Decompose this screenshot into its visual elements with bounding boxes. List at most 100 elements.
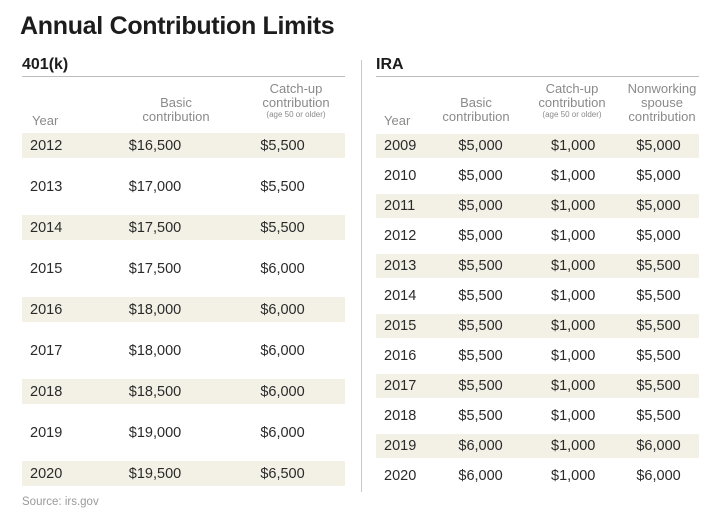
table-row: 2015 $5,500 $1,000 $5,500 (376, 314, 699, 338)
cell-catchup: $5,500 (260, 219, 305, 236)
cell-basic: $6,000 (458, 438, 503, 454)
header-catchup-line2: contribution (262, 95, 330, 110)
cell-catchup: $6,000 (260, 383, 305, 400)
table-row: 2014 $17,500 $5,500 (22, 215, 345, 240)
cell-year: 2018 (384, 408, 417, 424)
cell-catchup: $6,000 (260, 424, 305, 441)
header-basic-401k: Basic contribution (126, 96, 226, 124)
section-rule-ira (376, 76, 699, 77)
cell-catchup: $5,500 (260, 178, 305, 195)
cell-year: 2013 (30, 178, 63, 195)
cell-spouse: $5,000 (636, 228, 681, 244)
cell-year: 2020 (384, 468, 417, 484)
header-year-label: Year (32, 113, 59, 128)
cell-basic: $5,000 (458, 168, 503, 184)
cell-year: 2011 (384, 198, 416, 214)
section-label-401k: 401(k) (22, 56, 69, 73)
section-label-ira: IRA (376, 56, 404, 73)
table-row: 2009 $5,000 $1,000 $5,000 (376, 134, 699, 158)
cell-catchup: $1,000 (551, 168, 596, 184)
cell-year: 2019 (384, 438, 417, 454)
table-row: 2017 $18,000 $6,000 (22, 338, 345, 363)
section-rule-401k (22, 76, 345, 77)
cell-year: 2014 (30, 219, 63, 236)
table-row: 2013 $17,000 $5,500 (22, 174, 345, 199)
table-row: 2010 $5,000 $1,000 $5,000 (376, 164, 699, 188)
cell-basic: $5,500 (458, 288, 503, 304)
cell-spouse: $5,000 (636, 138, 681, 154)
cell-spouse: $6,000 (636, 438, 681, 454)
cell-catchup: $1,000 (551, 198, 596, 214)
cell-year: 2020 (30, 465, 63, 482)
table-row: 2018 $5,500 $1,000 $5,500 (376, 404, 699, 428)
cell-year: 2016 (384, 348, 417, 364)
cell-spouse: $5,500 (636, 318, 681, 334)
column-divider (361, 60, 362, 492)
header-basic-line1: Basic (460, 95, 492, 110)
header-catchup-line1: Catch-up (545, 81, 599, 96)
header-spouse-line2: spouse (641, 95, 683, 110)
header-year-401k: Year (22, 114, 82, 128)
cell-spouse: $5,500 (636, 378, 681, 394)
cell-basic: $18,000 (128, 342, 182, 359)
table-row: 2012 $5,000 $1,000 $5,000 (376, 224, 699, 248)
cell-year: 2015 (384, 318, 417, 334)
cell-basic: $18,500 (128, 383, 182, 400)
cell-catchup: $6,000 (260, 342, 305, 359)
cell-catchup: $1,000 (551, 438, 596, 454)
cell-spouse: $6,000 (636, 468, 681, 484)
cell-basic: $16,500 (128, 137, 182, 154)
header-basic-line2: contribution (442, 109, 510, 124)
header-catchup-line3: (age 50 or older) (542, 110, 602, 119)
cell-basic: $5,500 (458, 408, 503, 424)
table-row: 2011 $5,000 $1,000 $5,000 (376, 194, 699, 218)
cell-year: 2013 (384, 258, 417, 274)
cell-spouse: $5,500 (636, 288, 681, 304)
header-catchup-ira: Catch-up contribution (age 50 or older) (526, 82, 618, 120)
cell-year: 2014 (384, 288, 417, 304)
cell-spouse: $5,000 (636, 168, 681, 184)
cell-basic: $19,000 (128, 424, 182, 441)
cell-basic: $6,000 (458, 468, 503, 484)
header-basic-line2: contribution (142, 109, 210, 124)
cell-spouse: $5,500 (636, 348, 681, 364)
header-basic-line1: Basic (160, 95, 192, 110)
cell-year: 2018 (30, 383, 63, 400)
cell-year: 2009 (384, 138, 417, 154)
cell-spouse: $5,500 (636, 408, 681, 424)
cell-year: 2016 (30, 301, 63, 318)
header-year-label: Year (384, 113, 411, 128)
cell-catchup: $1,000 (551, 408, 596, 424)
cell-year: 2012 (30, 137, 63, 154)
cell-basic: $5,000 (458, 198, 503, 214)
page-title: Annual Contribution Limits (20, 12, 335, 40)
cell-basic: $5,000 (458, 138, 503, 154)
cell-spouse: $5,000 (636, 198, 681, 214)
header-catchup-line1: Catch-up (269, 81, 323, 96)
cell-basic: $5,500 (458, 258, 503, 274)
table-row: 2014 $5,500 $1,000 $5,500 (376, 284, 699, 308)
cell-basic: $17,500 (128, 260, 182, 277)
cell-catchup: $1,000 (551, 288, 596, 304)
cell-basic: $5,500 (458, 378, 503, 394)
cell-catchup: $1,000 (551, 468, 596, 484)
source-note: Source: irs.gov (22, 496, 99, 508)
table-row: 2015 $17,500 $6,000 (22, 256, 345, 281)
cell-catchup: $1,000 (551, 258, 596, 274)
table-row: 2012 $16,500 $5,500 (22, 133, 345, 158)
table-row: 2013 $5,500 $1,000 $5,500 (376, 254, 699, 278)
header-catchup-line2: contribution (538, 95, 606, 110)
header-catchup-401k: Catch-up contribution (age 50 or older) (246, 82, 346, 120)
cell-catchup: $5,500 (260, 137, 305, 154)
table-row: 2018 $18,500 $6,000 (22, 379, 345, 404)
cell-year: 2017 (384, 378, 417, 394)
table-row: 2019 $19,000 $6,000 (22, 420, 345, 445)
header-year-ira: Year (376, 114, 434, 128)
cell-year: 2015 (30, 260, 63, 277)
table-row: 2016 $18,000 $6,000 (22, 297, 345, 322)
cell-catchup: $1,000 (551, 228, 596, 244)
cell-basic: $17,500 (128, 219, 182, 236)
cell-year: 2012 (384, 228, 417, 244)
cell-basic: $18,000 (128, 301, 182, 318)
table-row: 2020 $6,000 $1,000 $6,000 (376, 464, 699, 488)
